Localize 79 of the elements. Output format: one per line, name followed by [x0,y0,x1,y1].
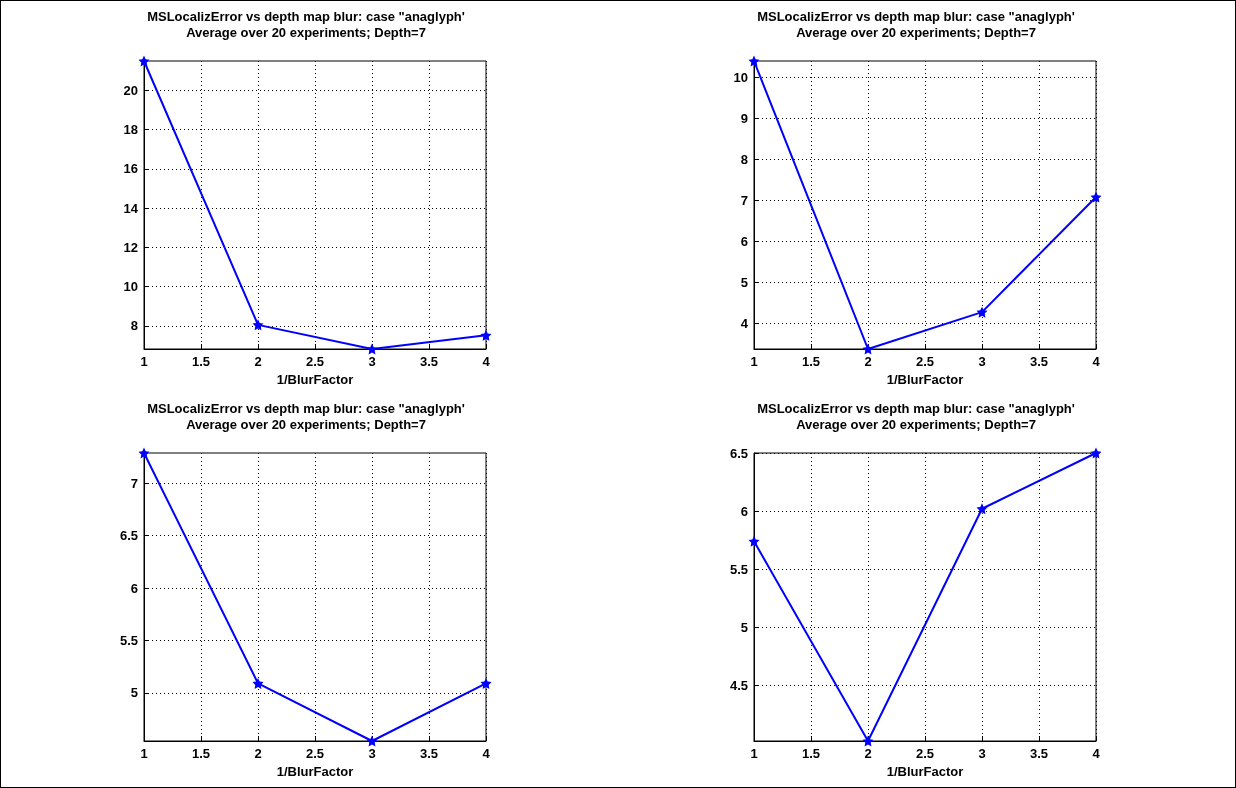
chart-title: MSLocalizError vs depth map blur: case "anaglyph' [757,401,1075,416]
x-tick-label: 4 [482,746,491,761]
y-tick-label: 5.5 [729,561,748,577]
y-tick-label: 8 [130,318,138,334]
x-tick-label: 3.5 [1029,746,1049,761]
chart-subtitle: Average over 20 experiments; Depth=7 [796,417,1036,432]
y-tick-label: 6.5 [119,528,138,544]
point [1090,447,1102,459]
y-tick-label: 5 [740,619,748,635]
y-tick-label: 6 [740,503,748,519]
x-tick-label: 1.5 [191,746,211,761]
y-tick-label: 7 [130,475,138,491]
point [138,55,150,67]
x-axis-title: 1/BlurFactor [886,763,964,779]
point [976,306,988,318]
x-tick-label: 3 [368,746,376,761]
point [252,677,264,689]
y-tick-label: 10 [123,279,138,295]
y-tick-label: 5 [740,274,748,290]
x-tick-label: 3 [978,746,986,761]
x-tick-label: 3 [978,354,986,369]
point [1090,191,1102,203]
y-tick-label: 8 [740,151,748,167]
y-tick-label: 18 [123,122,138,138]
y-tick-label: 5.5 [119,632,138,648]
chart-subtitle: Average over 20 experiments; Depth=7 [186,25,426,40]
point [862,343,874,355]
point [748,55,760,67]
chart-subtitle: Average over 20 experiments; Depth=7 [796,25,1036,40]
point [366,735,378,747]
chart-title: MSLocalizError vs depth map blur: case "anaglyph' [147,401,465,416]
chart-subtitle: Average over 20 experiments; Depth=7 [186,417,426,432]
x-tick-label: 1.5 [801,354,821,369]
x-tick-label: 1.5 [801,746,821,761]
point [480,677,492,689]
x-tick-label: 1 [750,354,758,369]
x-tick-label: 1.5 [191,354,211,369]
y-tick-label: 20 [123,82,138,98]
y-tick-label: 4 [740,315,749,331]
x-tick-label: 2 [254,354,262,369]
y-tick-label: 6 [740,233,748,249]
y-tick-label: 6 [130,580,138,596]
x-tick-label: 1 [140,354,148,369]
chart-title: MSLocalizError vs depth map blur: case "anaglyph' [147,9,465,24]
y-tick-label: 5 [130,685,138,701]
x-tick-label: 3.5 [419,746,439,761]
x-axis-title: 1/BlurFactor [276,371,354,387]
y-tick-label: 6.5 [729,445,748,461]
point [862,735,874,747]
y-tick-label: 16 [123,161,138,177]
y-tick-label: 7 [740,192,748,208]
x-tick-label: 3 [368,354,376,369]
point [748,535,760,547]
x-tick-label: 3.5 [419,354,439,369]
point [480,329,492,341]
x-tick-label: 3.5 [1029,354,1049,369]
y-tick-label: 4.5 [729,677,748,693]
x-tick-label: 4 [1092,746,1101,761]
y-tick-label: 9 [740,110,748,126]
x-tick-label: 4 [482,354,491,369]
point [976,503,988,515]
x-tick-label: 4 [1092,354,1101,369]
x-tick-label: 2.5 [305,746,325,761]
y-tick-label: 14 [123,200,139,216]
point [138,447,150,459]
chart-title: MSLocalizError vs depth map blur: case "anaglyph' [757,9,1075,24]
x-tick-label: 2 [864,746,872,761]
x-tick-label: 2 [864,354,872,369]
y-tick-label: 12 [123,239,138,255]
x-tick-label: 2 [254,746,262,761]
x-tick-label: 1 [140,746,148,761]
x-tick-label: 2.5 [915,354,935,369]
x-tick-label: 2.5 [915,746,935,761]
point [252,319,264,331]
x-tick-label: 1 [750,746,758,761]
x-axis-title: 1/BlurFactor [276,763,354,779]
x-axis-title: 1/BlurFactor [886,371,964,387]
y-tick-label: 10 [733,69,748,85]
x-tick-label: 2.5 [305,354,325,369]
